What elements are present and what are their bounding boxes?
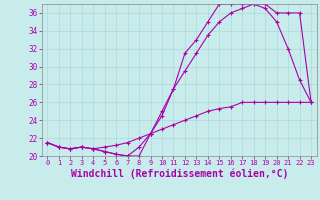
X-axis label: Windchill (Refroidissement éolien,°C): Windchill (Refroidissement éolien,°C) — [70, 169, 288, 179]
